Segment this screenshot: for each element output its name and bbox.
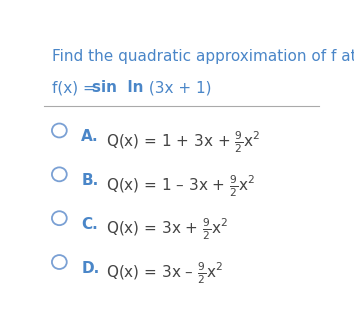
Text: f(x) =: f(x) = bbox=[52, 80, 101, 95]
Text: Q(x) = 3x + $\frac{9}{2}$x$^{2}$: Q(x) = 3x + $\frac{9}{2}$x$^{2}$ bbox=[106, 217, 228, 243]
Text: Q(x) = 1 – 3x + $\frac{9}{2}$x$^{2}$: Q(x) = 1 – 3x + $\frac{9}{2}$x$^{2}$ bbox=[106, 173, 255, 199]
Text: Q(x) = 3x – $\frac{9}{2}$x$^{2}$: Q(x) = 3x – $\frac{9}{2}$x$^{2}$ bbox=[106, 261, 223, 286]
Text: (3x + 1): (3x + 1) bbox=[144, 80, 212, 95]
Text: B.: B. bbox=[81, 173, 98, 188]
Text: sin  ln: sin ln bbox=[92, 80, 144, 95]
Text: Find the quadratic approximation of f at x = 0.: Find the quadratic approximation of f at… bbox=[52, 49, 354, 64]
Text: Q(x) = 1 + 3x + $\frac{9}{2}$x$^{2}$: Q(x) = 1 + 3x + $\frac{9}{2}$x$^{2}$ bbox=[106, 129, 260, 155]
Text: D.: D. bbox=[81, 261, 99, 276]
Text: A.: A. bbox=[81, 129, 99, 144]
Text: C.: C. bbox=[81, 217, 98, 232]
